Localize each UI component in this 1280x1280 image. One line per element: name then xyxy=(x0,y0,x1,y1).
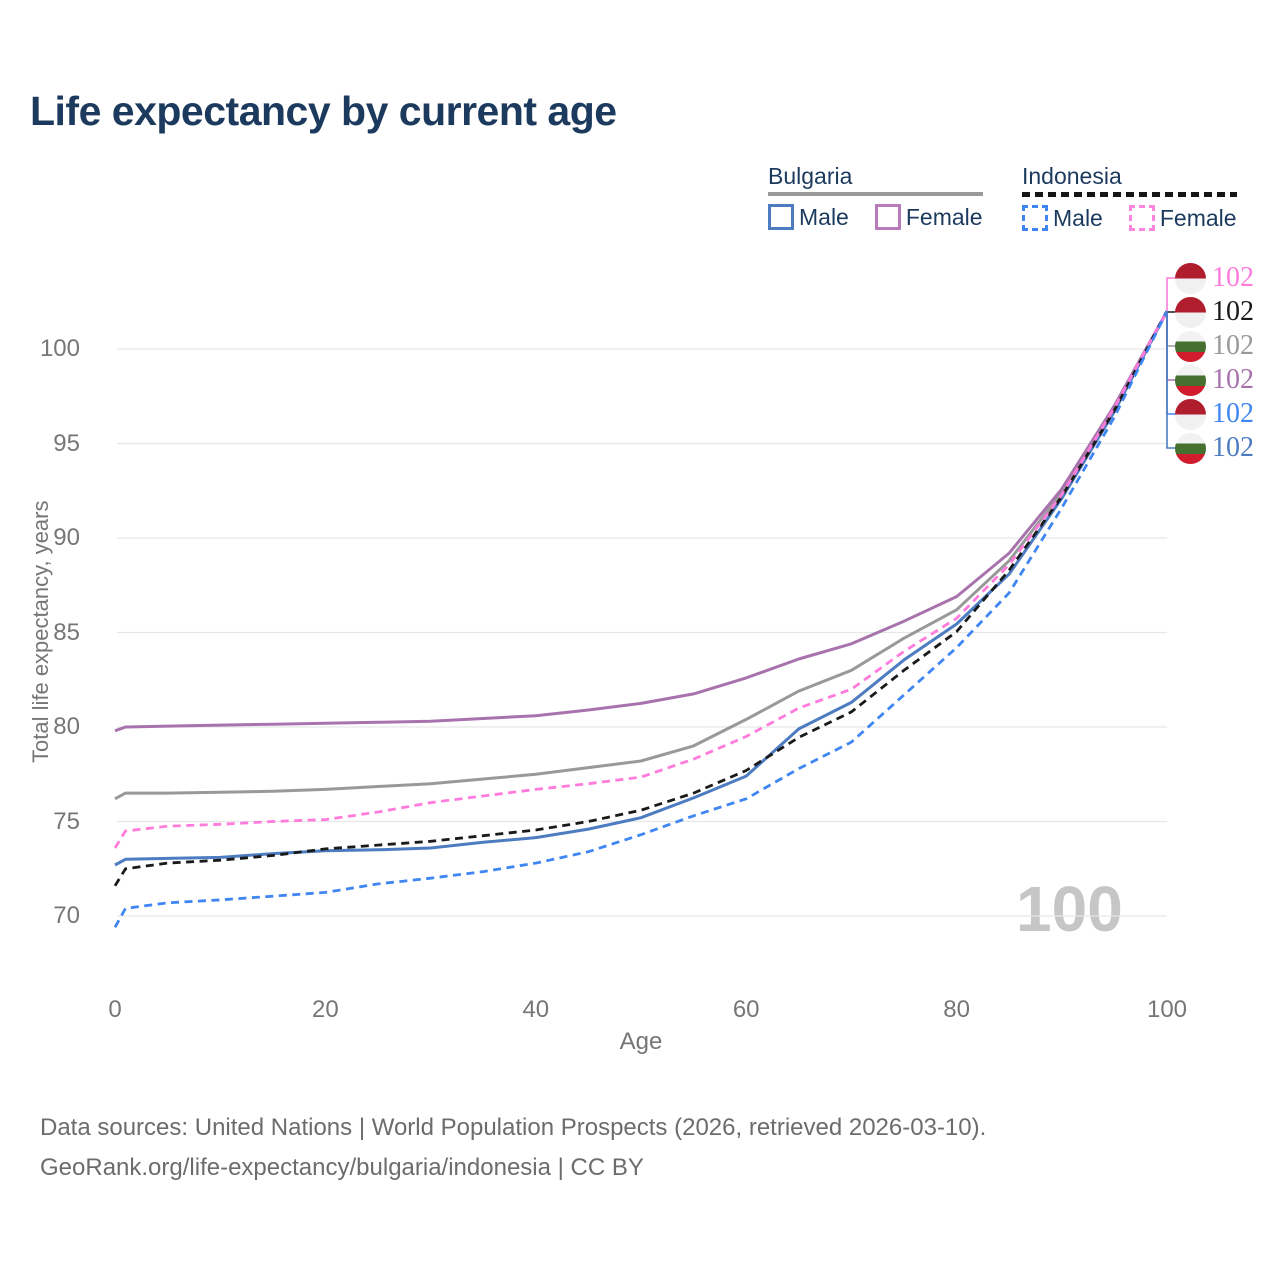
indonesia-flag-icon xyxy=(1175,398,1206,430)
x-axis-title: Age xyxy=(619,1028,663,1055)
y-tick-label-80: 80 xyxy=(53,713,80,740)
legend-swatch-indonesia-female xyxy=(1128,205,1155,231)
legend-group-bulgaria: Bulgaria Male Female xyxy=(768,162,983,230)
page-title: Life expectancy by current age xyxy=(30,88,617,134)
x-tick-label-40: 40 xyxy=(522,996,550,1023)
series-line-indonesia-all[interactable] xyxy=(113,310,1169,887)
legend-label-indonesia-male: Male xyxy=(1053,205,1103,231)
legend-country-indonesia[interactable]: Indonesia xyxy=(1022,163,1122,189)
end-value-label: 102 xyxy=(1212,398,1254,429)
legend-line-sample-indonesia xyxy=(1022,192,1237,197)
x-tick-label-100: 100 xyxy=(1146,996,1188,1023)
legend-country-bulgaria[interactable]: Bulgaria xyxy=(768,163,853,189)
y-tick-label-100: 100 xyxy=(39,335,80,362)
end-value-label: 102 xyxy=(1212,262,1254,293)
series-line-bulgaria-female[interactable] xyxy=(114,310,1169,733)
y-tick-label-70: 70 xyxy=(53,902,80,929)
hover-age-watermark: 100 xyxy=(1016,873,1123,945)
end-label-row-indonesia: 102 xyxy=(1175,295,1254,329)
y-tick-label-95: 95 xyxy=(53,429,80,457)
bulgaria-flag-icon xyxy=(1175,330,1206,362)
y-tick-label-85: 85 xyxy=(53,618,80,646)
end-value-label: 102 xyxy=(1212,330,1254,361)
x-tick-label-20: 20 xyxy=(312,996,339,1023)
legend-group-indonesia: Indonesia Male Female xyxy=(1022,162,1237,231)
legend-label-bulgaria-female: Female xyxy=(905,204,983,230)
end-label-row-indonesia-male: 102 xyxy=(1175,397,1254,431)
end-label-row-bulgaria-female: 102 xyxy=(1175,363,1254,397)
end-label-leader-0 xyxy=(1166,277,1176,312)
y-tick-label-90: 90 xyxy=(53,524,80,551)
end-label-leader-5 xyxy=(1166,311,1176,449)
x-tick-label-0: 0 xyxy=(108,996,122,1023)
x-tick-label-60: 60 xyxy=(732,996,760,1023)
end-label-row-bulgaria-male: 102 xyxy=(1175,431,1254,465)
legend-label-bulgaria-male: Male xyxy=(799,204,849,230)
legend-label-indonesia-female: Female xyxy=(1159,205,1237,231)
x-tick-label-80: 80 xyxy=(943,996,970,1023)
end-value-label: 102 xyxy=(1212,364,1254,395)
end-value-label: 102 xyxy=(1212,296,1254,327)
footer-data-sources: Data sources: United Nations | World Pop… xyxy=(40,1114,987,1141)
series-line-indonesia-male[interactable] xyxy=(113,310,1169,928)
end-label-row-bulgaria: 102 xyxy=(1175,329,1254,363)
series-line-bulgaria-male[interactable] xyxy=(114,310,1169,867)
legend-swatch-indonesia-male xyxy=(1022,205,1048,231)
indonesia-flag-icon xyxy=(1175,296,1206,328)
footer: Data sources: United Nations | World Pop… xyxy=(40,1108,986,1188)
end-value-label: 102 xyxy=(1212,432,1254,463)
legend-swatch-bulgaria-female xyxy=(874,204,901,230)
legend-line-sample-bulgaria xyxy=(768,192,983,196)
legend-item-bulgaria-female[interactable]: Female xyxy=(874,204,983,230)
legend-swatch-bulgaria-male xyxy=(768,204,794,230)
y-tick-label-75: 75 xyxy=(53,807,80,835)
indonesia-flag-icon xyxy=(1175,262,1206,294)
legend-item-bulgaria-male[interactable]: Male xyxy=(768,204,849,230)
series-line-bulgaria-all[interactable] xyxy=(114,310,1169,801)
legend-item-indonesia-male[interactable]: Male xyxy=(1022,205,1103,231)
bulgaria-flag-icon xyxy=(1175,432,1206,464)
bulgaria-flag-icon xyxy=(1175,364,1206,396)
end-label-row-indonesia-female: 102 xyxy=(1175,261,1254,295)
footer-attribution: GeoRank.org/life-expectancy/bulgaria/ind… xyxy=(40,1154,644,1181)
series-line-indonesia-female[interactable] xyxy=(113,310,1169,849)
legend-item-indonesia-female[interactable]: Female xyxy=(1128,205,1237,231)
